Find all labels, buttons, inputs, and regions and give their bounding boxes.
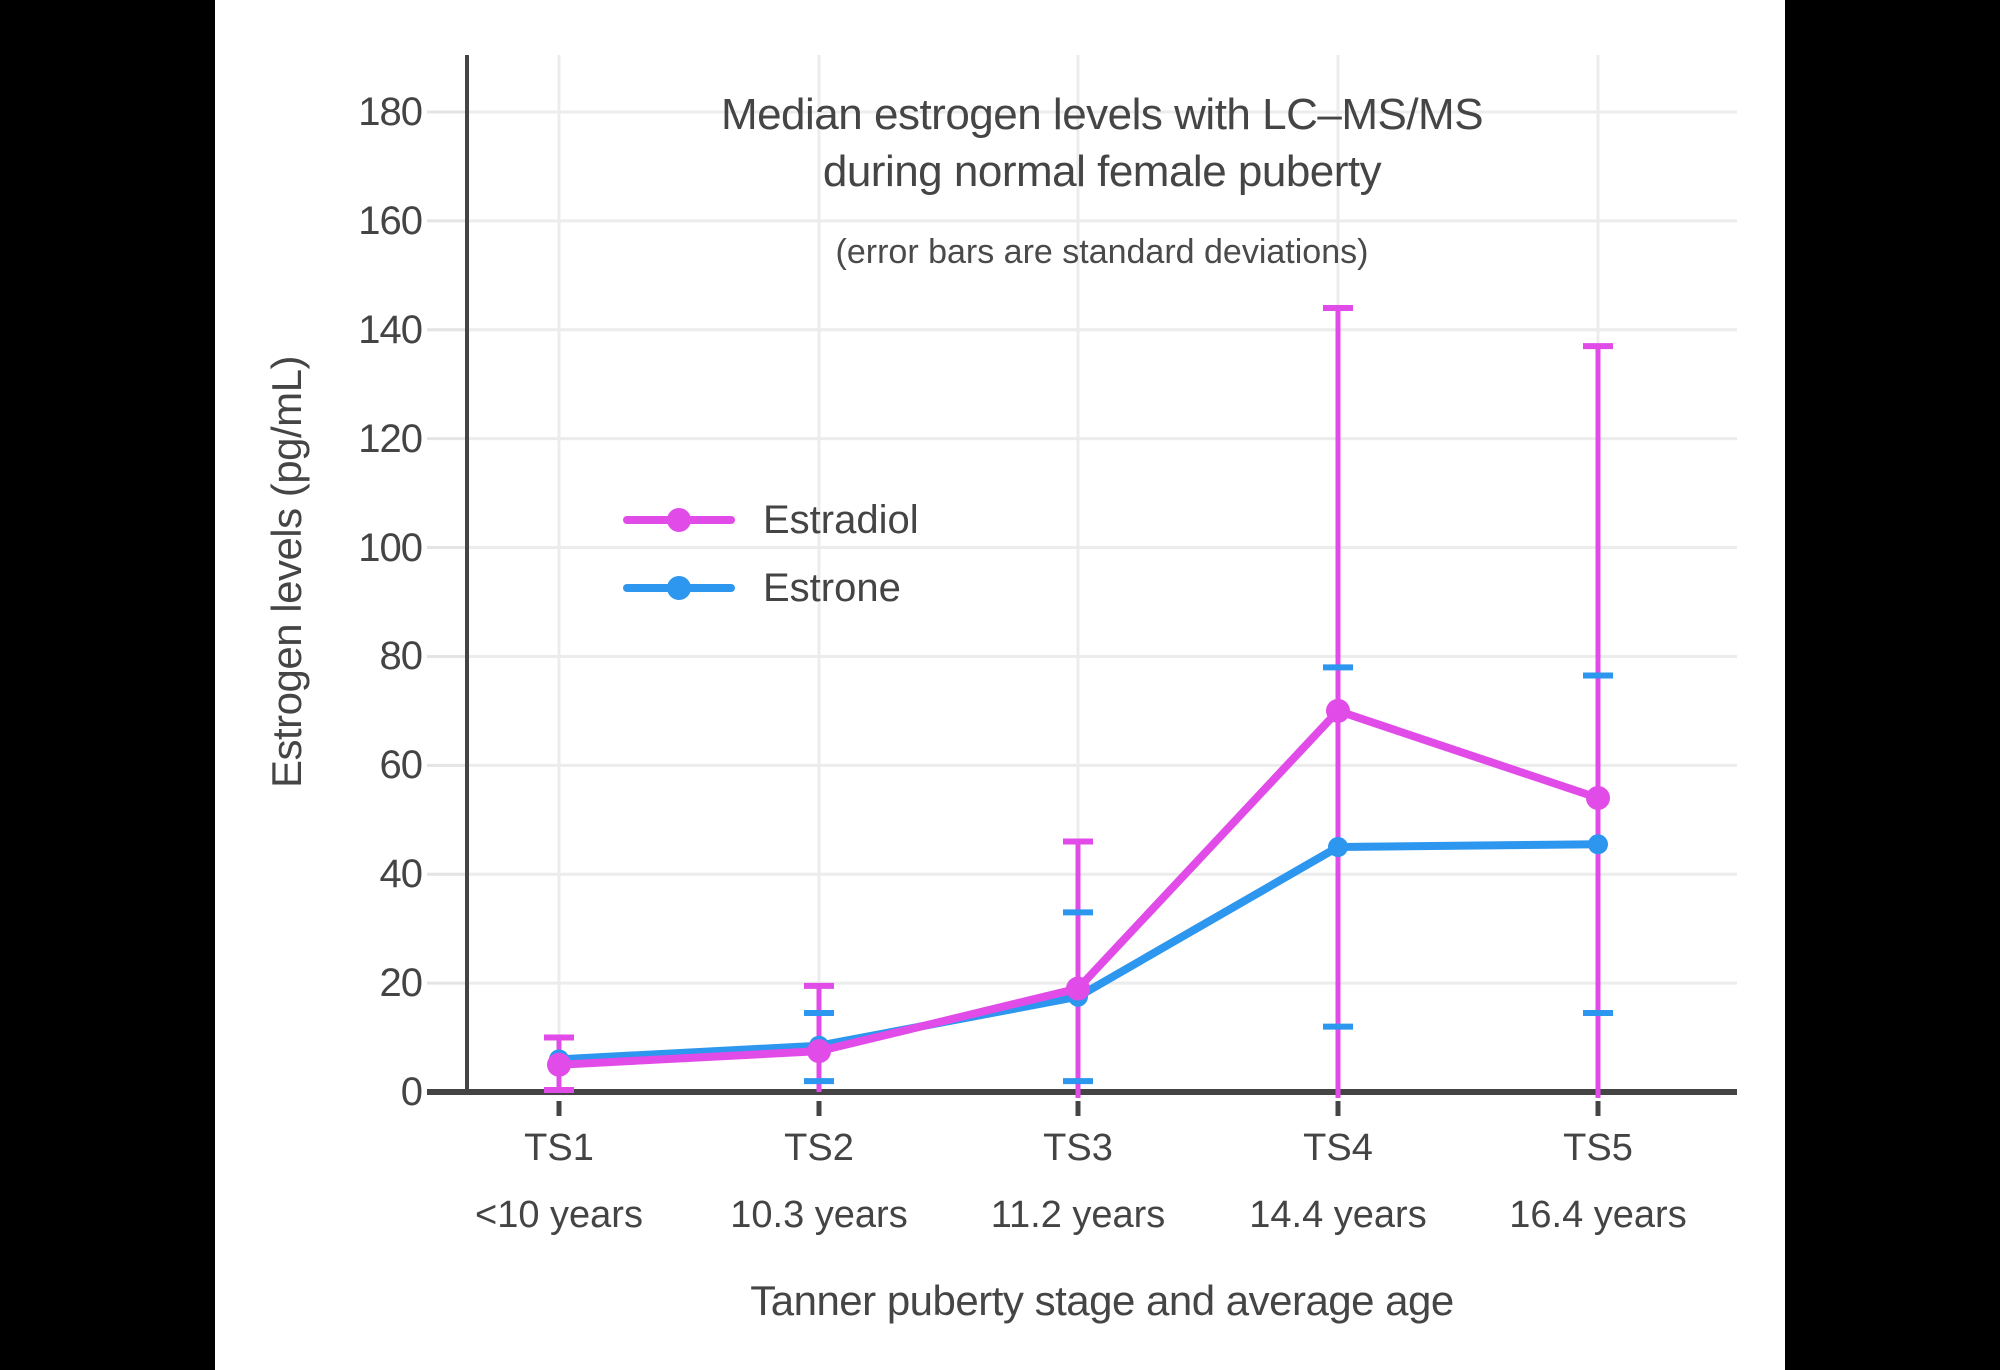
y-tick-label: 0 (400, 1070, 423, 1114)
x-tick-stage-label: TS1 (524, 1127, 594, 1169)
y-tick-label: 100 (358, 525, 423, 570)
y-tick-label: 20 (379, 961, 424, 1006)
estrone-error-caps (804, 664, 1613, 1085)
x-tick-age-label: 16.4 years (1509, 1194, 1687, 1236)
x-tick-stage-label: TS5 (1563, 1127, 1633, 1169)
x-axis-title: Tanner puberty stage and average age (750, 1277, 1454, 1324)
legend-dot-icon (667, 576, 691, 600)
chart-title-line-2: during normal female puberty (822, 147, 1382, 196)
y-tick-label: 60 (379, 743, 424, 788)
chart-subtitle: (error bars are standard deviations) (835, 233, 1369, 271)
x-tick-age-label: 11.2 years (990, 1194, 1166, 1236)
y-tick-label: 180 (358, 90, 423, 134)
chart-canvas: Median estrogen levels with LC–MS/MS dur… (215, 0, 1785, 1370)
x-tick-age-label: 10.3 years (730, 1194, 908, 1236)
x-tick-age-label: 14.4 years (1249, 1194, 1427, 1236)
legend-line-marker-icon (623, 508, 735, 532)
legend-dot-icon (667, 508, 691, 532)
chart-plot (427, 55, 1737, 1116)
x-tick-age-label: <10 years (475, 1194, 643, 1236)
y-tick-label: 80 (379, 634, 424, 679)
x-tick-stage-label: TS3 (1043, 1127, 1113, 1169)
y-tick-label: 120 (358, 416, 423, 461)
y-tick-label: 160 (358, 198, 423, 243)
x-tick-stage-label: TS4 (1303, 1127, 1373, 1169)
legend: Estradiol Estrone (623, 486, 919, 622)
x-tick-stage-label: TS2 (784, 1127, 854, 1169)
chart-title-line-1: Median estrogen levels with LC–MS/MS (720, 90, 1484, 139)
legend-item: Estrone (623, 554, 919, 622)
y-tick-label: 140 (358, 307, 423, 352)
legend-item: Estradiol (623, 486, 919, 554)
axes (427, 55, 1737, 1116)
legend-line-marker-icon (623, 576, 735, 600)
estradiol-series (547, 698, 1610, 1077)
y-tick-label: 40 (379, 852, 424, 897)
legend-label: Estradiol (763, 497, 919, 542)
legend-label: Estrone (763, 565, 901, 610)
